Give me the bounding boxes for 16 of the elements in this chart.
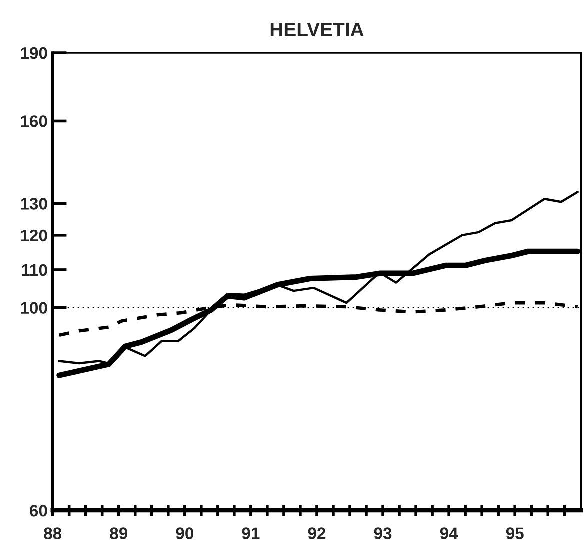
y-tick-label: 110 xyxy=(22,264,48,276)
x-tick-label: 90 xyxy=(176,528,194,540)
x-tick-label: 94 xyxy=(440,528,458,540)
y-tick-label: 100 xyxy=(21,302,48,314)
x-tick-label: 93 xyxy=(374,528,392,540)
y-tick-label: 160 xyxy=(21,116,48,128)
chart-title: HELVETIA xyxy=(270,22,364,36)
x-tick-label: 91 xyxy=(242,528,260,540)
x-tick-label: 89 xyxy=(110,528,128,540)
y-tick-label: 120 xyxy=(21,230,48,242)
y-tick-label: 130 xyxy=(21,198,48,210)
y-tick-label: 190 xyxy=(21,47,48,60)
x-tick-label: 88 xyxy=(44,528,62,540)
x-tick-label: 95 xyxy=(506,528,524,540)
y-tick-label: 60 xyxy=(30,504,48,517)
x-tick-label: 92 xyxy=(308,528,326,540)
